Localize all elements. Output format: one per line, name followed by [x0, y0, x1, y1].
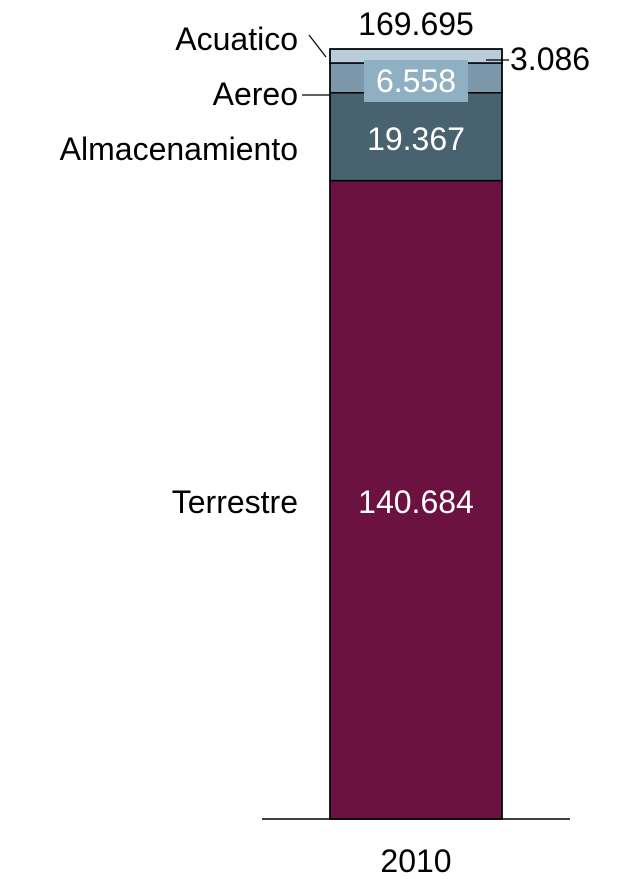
data-label-acuatico: 3.086 [510, 41, 590, 77]
segment-labels: 140.684 Terrestre 19.367 Almacenamiento 6.55… [60, 21, 590, 520]
x-tick-label: 2010 [380, 843, 451, 879]
bar-segment-terrestre [329, 179, 503, 820]
total-label: 169.695 [358, 6, 474, 42]
bar-segment-almacenamiento [329, 92, 503, 182]
category-label-almacenamiento: Almacenamiento [60, 131, 298, 167]
data-label-aereo: 6.558 [376, 63, 456, 99]
bar-stack [329, 48, 503, 820]
category-label-acuatico: Acuatico [175, 21, 298, 57]
category-label-terrestre: Terrestre [172, 484, 298, 520]
data-label-box-aereo [364, 60, 468, 102]
leader-line-acuatico-category [308, 34, 327, 58]
data-label-almacenamiento: 19.367 [367, 121, 465, 157]
data-label-terrestre: 140.684 [358, 484, 474, 520]
category-label-aereo: Aereo [213, 76, 298, 112]
